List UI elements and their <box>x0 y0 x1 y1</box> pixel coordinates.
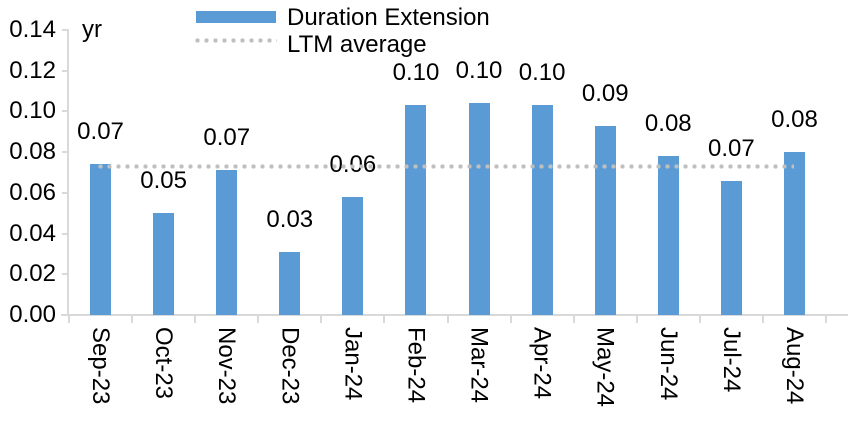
bar-data-label: 0.03 <box>266 205 314 233</box>
x-axis-tick <box>698 316 701 323</box>
bar-data-label: 0.07 <box>708 134 755 162</box>
bar <box>531 105 553 315</box>
legend-label-ltm-average: LTM average <box>287 31 427 58</box>
bar-data-label: 0.08 <box>771 106 818 134</box>
x-axis-tick <box>509 316 512 323</box>
x-axis-category-label: Jun-24 <box>654 327 682 401</box>
x-axis-category-label: Apr-24 <box>528 327 556 400</box>
x-axis-category-label: Nov-23 <box>213 327 241 405</box>
x-axis-category-label: Feb-24 <box>402 327 430 404</box>
bar-data-label: 0.07 <box>203 124 251 152</box>
y-axis-tick <box>62 314 69 316</box>
bar <box>468 103 490 315</box>
x-axis-category-label: Dec-23 <box>276 327 304 405</box>
y-axis-tick <box>62 29 69 31</box>
x-axis-category-label: Jan-24 <box>339 327 367 401</box>
y-axis-tick-label: 0.12 <box>9 56 56 84</box>
bar <box>90 164 112 315</box>
y-axis-tick <box>62 191 69 194</box>
y-axis-tick <box>62 110 69 113</box>
bar <box>405 105 427 315</box>
y-axis-line <box>67 30 69 316</box>
bar-data-label: 0.05 <box>140 167 187 195</box>
bar <box>720 180 742 315</box>
y-axis-tick-label: 0.08 <box>9 138 56 166</box>
bar-data-label: 0.09 <box>581 79 629 107</box>
x-axis-category-label: Jul-24 <box>717 327 745 393</box>
y-axis-tick-label: 0.10 <box>9 97 56 125</box>
x-axis-tick <box>320 316 323 323</box>
y-axis-tick-label: 0.06 <box>9 178 56 206</box>
x-axis-tick <box>194 316 197 323</box>
x-axis-tick <box>572 316 575 323</box>
bar <box>594 125 616 315</box>
x-axis-tick <box>131 316 134 323</box>
bar-data-label: 0.10 <box>392 59 440 87</box>
y-axis-tick <box>62 151 69 154</box>
x-axis-category-label: Mar-24 <box>465 327 493 404</box>
y-axis-unit-label: yr <box>82 16 102 43</box>
bar-data-label: 0.10 <box>455 57 503 85</box>
bar-data-label: 0.08 <box>644 110 692 138</box>
y-axis-tick-label: 0.02 <box>9 260 56 288</box>
bar <box>153 213 175 315</box>
bar <box>657 156 679 315</box>
bar <box>216 170 238 315</box>
bar-swatch-icon <box>196 11 276 23</box>
x-axis-category-label: May-24 <box>591 327 619 408</box>
y-axis-tick-label: 0.00 <box>9 301 56 328</box>
y-axis-tick <box>62 273 69 276</box>
ltm-average-line <box>95 163 795 169</box>
y-axis-tick-label: 0.14 <box>9 16 56 43</box>
x-axis-category-label: Aug-24 <box>780 327 808 405</box>
x-axis-tick <box>446 316 449 323</box>
y-axis-tick-label: 0.04 <box>9 219 56 247</box>
x-axis-category-label: Sep-23 <box>87 327 115 405</box>
legend-label-duration-extension: Duration Extension <box>287 4 490 31</box>
dotted-line-swatch-icon <box>193 38 277 43</box>
x-axis-tick <box>761 316 764 323</box>
bar <box>279 251 301 315</box>
bar-data-label: 0.10 <box>518 59 566 87</box>
x-axis-tick <box>68 316 70 323</box>
x-axis-category-label: Oct-23 <box>150 327 178 400</box>
x-axis-tick <box>825 316 827 323</box>
x-axis-line <box>61 314 848 316</box>
bar-data-label: 0.07 <box>77 118 124 146</box>
bar <box>342 196 364 315</box>
bar <box>783 152 805 315</box>
y-axis-tick <box>62 232 69 235</box>
y-axis-tick <box>62 69 69 72</box>
x-axis-tick <box>635 316 638 323</box>
x-axis-tick <box>383 316 386 323</box>
x-axis-tick <box>257 316 260 323</box>
